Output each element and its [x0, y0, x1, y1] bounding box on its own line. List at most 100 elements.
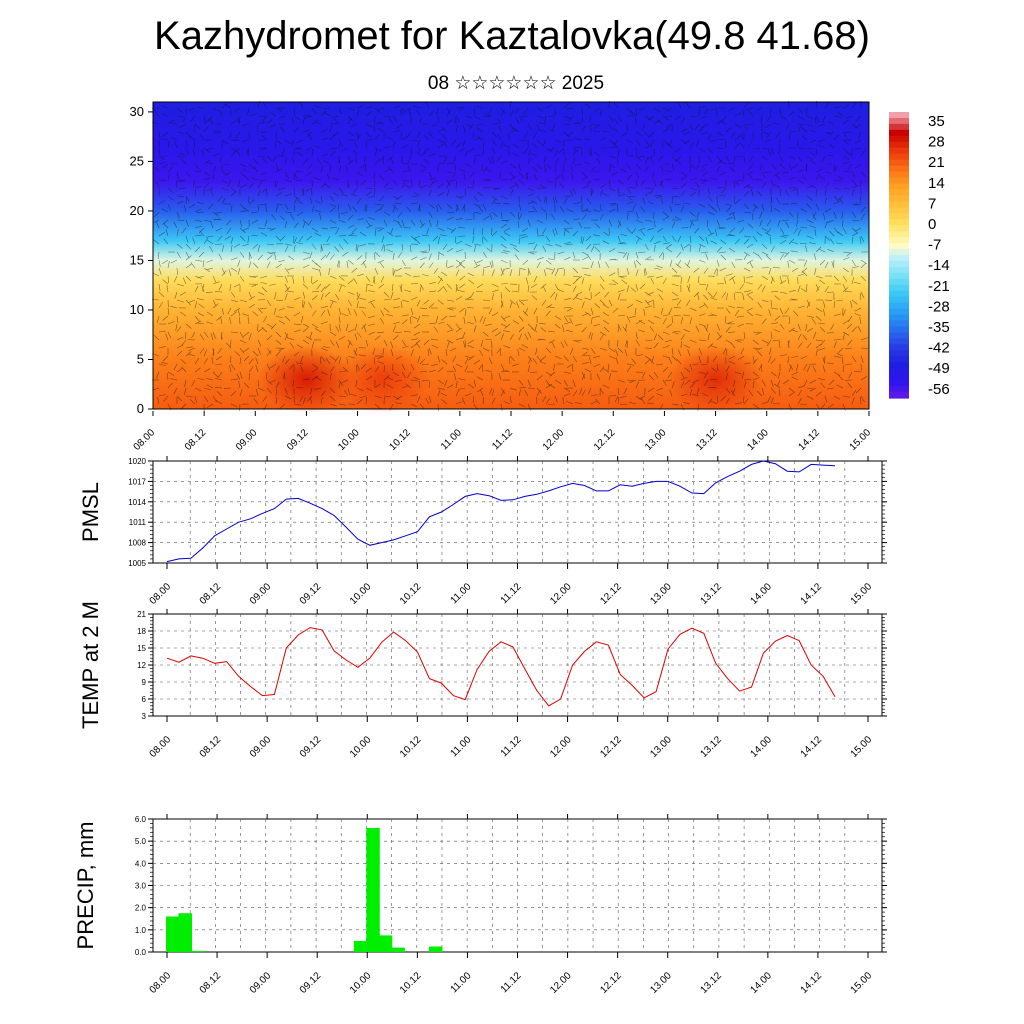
wind-barb [248, 333, 252, 341]
wind-barb [635, 237, 640, 245]
wind-barb [651, 171, 655, 179]
wind-barb [842, 155, 850, 160]
wind-barb [580, 235, 583, 243]
wind-barb [540, 327, 547, 333]
colorbar-swatch [889, 147, 909, 155]
wind-barb [441, 315, 448, 321]
wind-barb [770, 371, 777, 377]
colorbar-label: -14 [928, 257, 950, 274]
wind-barb [665, 170, 673, 173]
wind-barb [575, 339, 583, 342]
wind-barb [158, 330, 166, 333]
wind-barb [478, 363, 484, 370]
wind-barb [820, 403, 826, 410]
wind-barb [581, 371, 586, 379]
wind-barb [401, 314, 409, 317]
wind-barb [581, 256, 589, 261]
wind-barb [521, 344, 529, 349]
wind-barb [797, 397, 802, 405]
wind-barb [748, 163, 754, 170]
wind-barb [842, 356, 844, 365]
wind-barb [608, 165, 612, 173]
wind-barb [602, 193, 610, 197]
wind-barb [581, 237, 585, 245]
wind-barb [554, 395, 558, 403]
wind-barb [476, 283, 484, 288]
wind-barb [334, 355, 340, 362]
wind-barb [666, 243, 673, 249]
wind-barb [790, 203, 799, 205]
wind-barb [734, 198, 741, 205]
wind-barb [737, 323, 745, 327]
wind-barb [500, 389, 505, 397]
wind-barb [194, 259, 202, 262]
wind-barb [386, 136, 394, 141]
wind-barb [634, 307, 637, 315]
wind-barb [563, 229, 566, 237]
wind-barb [743, 362, 751, 365]
wind-barb [743, 290, 751, 293]
y-axis-label: PRECIP, mm [73, 822, 98, 950]
wind-barb [683, 131, 691, 135]
wind-barb [649, 187, 655, 195]
wind-barb [837, 231, 844, 237]
wind-barb [689, 178, 697, 181]
wind-barb [446, 109, 451, 117]
wind-barb [455, 249, 463, 253]
wind-barb [468, 279, 475, 285]
wind-barb [230, 151, 237, 157]
wind-barb [212, 153, 220, 157]
wind-barb [383, 395, 391, 398]
wind-barb [274, 253, 277, 261]
wind-barb [176, 131, 184, 134]
wind-barb [805, 323, 808, 331]
wind-barb [219, 155, 223, 163]
wind-barb [599, 299, 606, 306]
wind-barb [696, 163, 700, 171]
wind-barb [473, 264, 481, 269]
x-tick-label: 12.00 [548, 970, 574, 996]
wind-barb [800, 403, 808, 406]
wind-barb [215, 130, 223, 133]
wind-barb [173, 387, 178, 395]
wind-barb [444, 379, 448, 387]
wind-barb [158, 161, 166, 165]
wind-barb [203, 171, 211, 176]
wind-barb [640, 230, 646, 237]
wind-barb [316, 157, 322, 165]
wind-barb [733, 181, 736, 189]
wind-barb [270, 363, 277, 369]
wind-barb [635, 283, 638, 291]
wind-barb [608, 373, 612, 381]
wind-barb [797, 123, 805, 126]
wind-barb [230, 390, 237, 397]
wind-barb [176, 243, 183, 249]
wind-barb [246, 149, 250, 157]
wind-barb [824, 395, 828, 403]
wind-barb [234, 351, 241, 357]
wind-barb [639, 283, 646, 290]
wind-barb [626, 285, 630, 293]
x-tick-label: 13.12 [694, 427, 720, 453]
wind-barb [644, 267, 647, 275]
wind-barb [287, 306, 295, 309]
wind-barb [847, 382, 853, 389]
wind-barb [527, 331, 532, 339]
wind-barb [554, 158, 560, 165]
wind-barb [401, 363, 406, 371]
wind-barb [422, 274, 430, 277]
colorbar-swatch [889, 374, 909, 381]
wind-barb [536, 139, 543, 146]
wind-barb [278, 347, 286, 351]
wind-barb [833, 395, 841, 400]
wind-barb [410, 283, 419, 285]
wind-barb [644, 157, 649, 165]
wind-barb [309, 197, 313, 205]
wind-barb [329, 164, 331, 173]
wind-barb [455, 285, 458, 293]
wind-barb [383, 291, 389, 298]
precip-bar [191, 950, 205, 952]
wind-barb [217, 235, 223, 242]
wind-barb [828, 379, 835, 386]
wind-barb [677, 235, 682, 243]
